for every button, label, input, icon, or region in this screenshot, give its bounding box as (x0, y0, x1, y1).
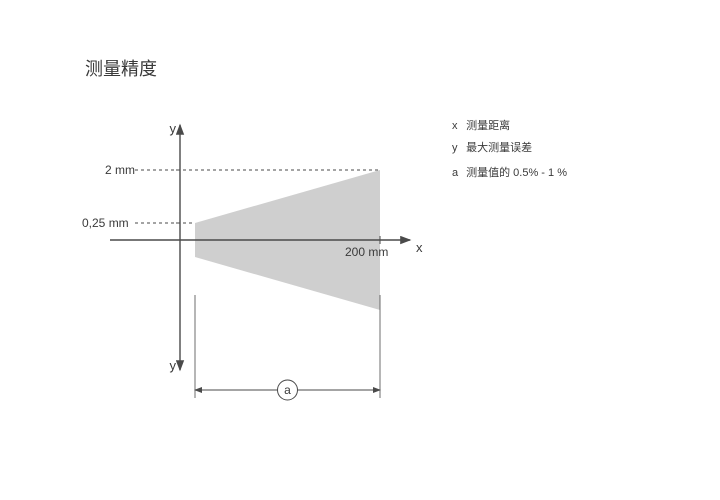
legend-label: 测量距离 (466, 117, 573, 137)
y-label-bottom: y (170, 358, 177, 373)
legend-label (466, 160, 573, 162)
label-2mm: 2 mm (105, 163, 135, 177)
legend-table: x测量距离 y最大测量误差 a测量值的 0.5% - 1 % (450, 115, 575, 186)
page: 测量精度 x测量距离 y最大测量误差 a测量值的 0.5% - 1 % yyx2… (0, 0, 720, 500)
y-label-top: y (170, 121, 177, 136)
legend-row: a测量值的 0.5% - 1 % (452, 164, 573, 184)
legend-key: x (452, 117, 464, 137)
page-title: 测量精度 (85, 55, 157, 81)
x-label: x (416, 240, 423, 255)
legend-row: x测量距离 (452, 117, 573, 137)
legend-key: a (452, 164, 464, 184)
legend-row: y最大测量误差 (452, 139, 573, 159)
label-025mm: 0,25 mm (82, 216, 129, 230)
legend-row (452, 160, 573, 162)
legend: x测量距离 y最大测量误差 a测量值的 0.5% - 1 % (450, 115, 575, 186)
dimension-a-label: a (284, 383, 291, 397)
diagram: y y x 2 mm 0,25 mm 200 mm a (70, 110, 440, 430)
legend-key (452, 160, 464, 162)
legend-label: 最大测量误差 (466, 139, 573, 159)
legend-key: y (452, 139, 464, 159)
label-200mm: 200 mm (345, 245, 388, 259)
legend-label: 测量值的 0.5% - 1 % (466, 164, 573, 184)
